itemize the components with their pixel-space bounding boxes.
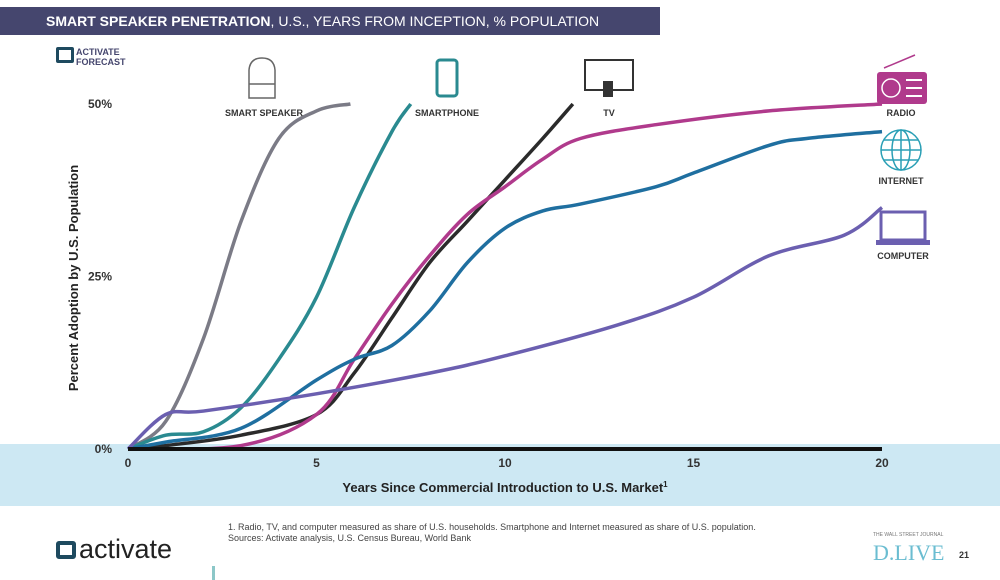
activate-logo-icon [56,47,74,63]
activate-logo-icon [56,541,76,559]
y-tick-label: 25% [88,270,112,284]
y-tick-label: 0% [95,442,113,456]
chart-title: SMART SPEAKER PENETRATION, U.S., YEARS F… [0,7,660,35]
series-line-computer [126,206,884,451]
computer-laptop-icon [876,210,930,245]
x-tick-label: 10 [498,456,512,470]
y-axis-label: Percent Adoption by U.S. Population [66,165,81,391]
series-label-smartphone: SMARTPHONE [415,108,479,118]
series-line-radio [127,102,883,451]
x-tick-label: 5 [313,456,320,470]
divider [212,566,215,580]
footnote: 1. Radio, TV, and computer measured as s… [228,522,756,543]
series-label-smart-speaker: SMART SPEAKER [225,108,304,118]
series-line-smartphone [127,102,413,451]
smartphone-icon [435,58,459,98]
smart-speaker-icon [248,57,276,99]
x-axis-label: Years Since Commercial Introduction to U… [342,480,668,495]
series-label-radio: RADIO [887,108,916,118]
axis-band [0,444,1000,506]
series-line-tv [127,102,575,451]
activate-logo: activate [56,534,172,565]
page-number: 21 [959,550,970,560]
series-line-smart-speaker [126,102,351,451]
series-label-internet: INTERNET [879,176,925,186]
series-label-tv: TV [603,108,615,118]
series-line-internet [127,129,883,451]
dlive-logo: D.LIVE [873,540,945,565]
activate-forecast-legend: ACTIVATE FORECAST [56,47,126,67]
radio-icon [877,54,927,104]
x-tick-label: 0 [125,456,132,470]
wsj-label: THE WALL STREET JOURNAL [873,532,944,538]
x-tick-label: 15 [687,456,701,470]
x-tick-label: 20 [875,456,889,470]
y-tick-label: 50% [88,97,112,111]
tv-icon [584,59,634,97]
internet-globe-icon [880,129,922,171]
series-label-computer: COMPUTER [877,251,929,261]
